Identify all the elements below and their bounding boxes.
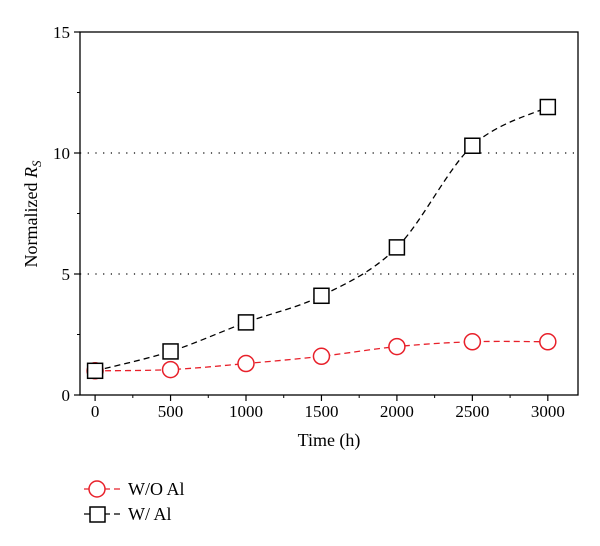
x-tick-label: 500 xyxy=(158,402,184,421)
axis-ticks: 0 500 1000 1500 2000 2500 3000 0 5 10 15 xyxy=(53,23,565,421)
y-axis-label-symbol: R xyxy=(21,167,41,179)
data-point-square xyxy=(237,314,255,331)
legend: W/O Al W/ Al xyxy=(84,479,185,524)
y-axis-label: Normalized RS xyxy=(21,160,44,267)
grid xyxy=(80,152,578,275)
legend-marker-square xyxy=(89,506,106,523)
x-tick-label: 1500 xyxy=(304,402,338,421)
series-wo-al xyxy=(86,333,557,380)
legend-item-wo-al: W/O Al xyxy=(84,479,185,499)
y-tick-label: 10 xyxy=(53,144,70,163)
legend-item-w-al: W/ Al xyxy=(84,504,172,524)
x-tick-label: 0 xyxy=(91,402,100,421)
x-tick-label: 1000 xyxy=(229,402,263,421)
x-tick-label: 2000 xyxy=(380,402,414,421)
series-w-al xyxy=(86,98,557,380)
y-tick-label: 0 xyxy=(62,386,71,405)
data-point-circle xyxy=(388,337,406,356)
data-point-square xyxy=(86,362,104,380)
y-axis-label-prefix: Normalized xyxy=(21,178,41,267)
y-axis-label-subscript: S xyxy=(29,160,44,167)
data-point-circle xyxy=(312,347,331,366)
data-point-square xyxy=(162,343,179,360)
data-point-circle xyxy=(161,360,180,379)
legend-label-wo-al: W/O Al xyxy=(128,479,185,499)
data-point-square xyxy=(464,137,481,154)
legend-marker-circle xyxy=(88,480,106,498)
data-point-circle xyxy=(237,354,255,373)
series-layer xyxy=(86,98,557,380)
x-axis-label: Time (h) xyxy=(298,430,361,451)
data-point-circle xyxy=(539,333,557,351)
y-tick-label: 5 xyxy=(62,265,71,284)
legend-label-w-al: W/ Al xyxy=(128,504,172,524)
data-point-square xyxy=(388,239,406,256)
plot-frame xyxy=(79,31,579,396)
data-point-square xyxy=(539,98,557,116)
x-tick-label: 3000 xyxy=(531,402,565,421)
y-tick-label: 15 xyxy=(53,23,70,42)
data-point-square xyxy=(313,287,330,305)
data-point-circle xyxy=(463,333,482,351)
x-tick-label: 2500 xyxy=(455,402,489,421)
